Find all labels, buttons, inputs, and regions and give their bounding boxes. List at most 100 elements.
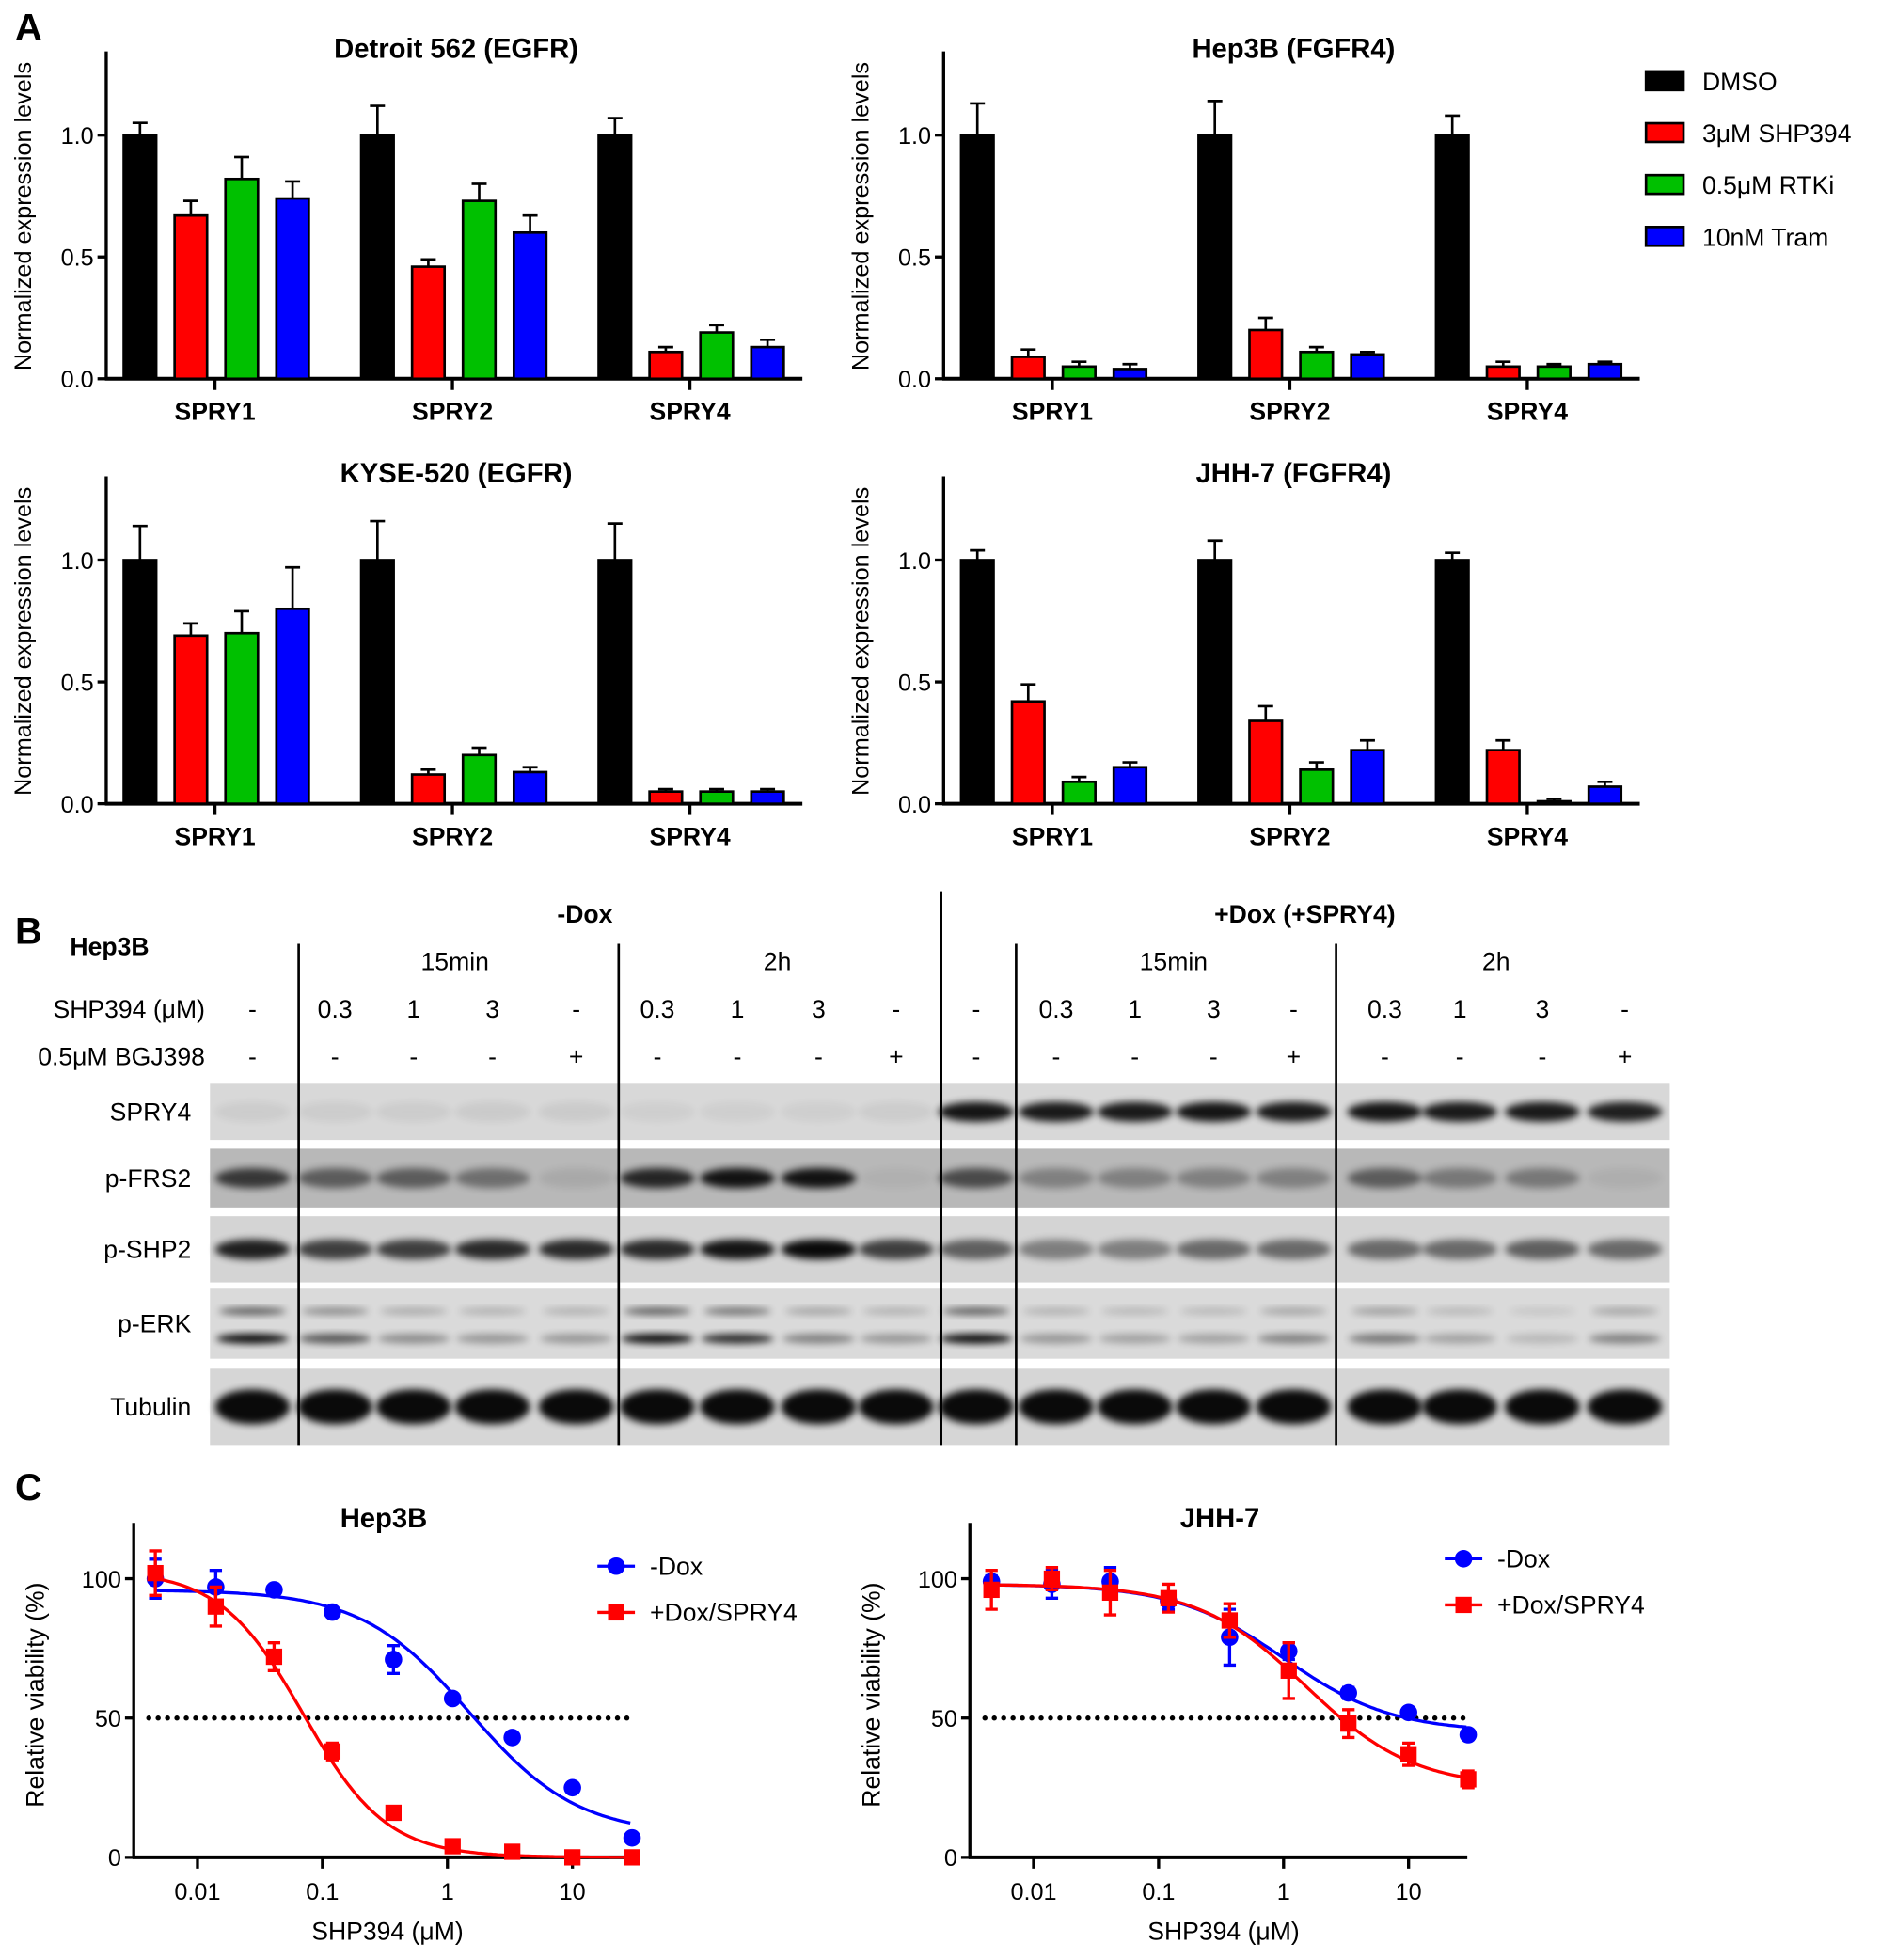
- x-tick-label: 0.1: [306, 1879, 339, 1905]
- y-tick-label: 0.5: [898, 245, 931, 272]
- band: [781, 1239, 857, 1260]
- bar: [1536, 365, 1572, 381]
- bar: [699, 331, 735, 381]
- chart-title: KYSE-520 (EGFR): [340, 459, 573, 489]
- band: [781, 1389, 857, 1425]
- bgj398-status: +: [1618, 1042, 1633, 1070]
- shp394-dose: -: [1289, 995, 1298, 1023]
- bar: [1197, 559, 1233, 805]
- bar: [1010, 700, 1046, 805]
- y-tick-label: 100: [918, 1567, 957, 1593]
- band: [379, 1307, 448, 1316]
- bar: [275, 197, 310, 381]
- band: [1426, 1307, 1494, 1316]
- y-tick-label: 1.0: [61, 548, 94, 575]
- category-label: SPRY1: [1012, 398, 1093, 426]
- band: [861, 1307, 930, 1316]
- data-point: [1280, 1662, 1297, 1679]
- band: [454, 1101, 530, 1122]
- shp394-dose: -: [972, 995, 980, 1023]
- category-label: SPRY4: [649, 398, 730, 426]
- bar: [959, 134, 995, 381]
- data-point: [503, 1729, 521, 1747]
- data-point: [983, 1581, 1000, 1599]
- shp394-dose: 1: [1128, 995, 1142, 1023]
- legend-marker: [1454, 1549, 1473, 1568]
- bar: [1197, 134, 1233, 381]
- cell-line-label: Hep3B: [70, 932, 149, 960]
- bgj398-status: -: [331, 1042, 340, 1070]
- band: [1505, 1168, 1580, 1189]
- x-tick-label: 0.01: [1010, 1879, 1056, 1905]
- dose-response-chart-5: 0 50 100 0.01 0.1 1 10 SHP394 (μM) Relative viab…: [858, 1504, 1645, 1946]
- band: [297, 1168, 373, 1189]
- bgj398-status: -: [488, 1042, 497, 1070]
- y-tick-label: 0.0: [898, 792, 931, 818]
- band: [940, 1334, 1013, 1344]
- y-tick-label: 0.5: [61, 245, 94, 272]
- bar: [1587, 785, 1623, 805]
- band: [297, 1389, 373, 1425]
- bar: [410, 773, 447, 805]
- chart-title: Hep3B (FGFR4): [1192, 34, 1395, 64]
- band: [538, 1168, 614, 1189]
- band: [215, 1334, 289, 1344]
- data-point: [324, 1743, 341, 1760]
- data-point: [147, 1564, 164, 1582]
- data-point: [385, 1804, 403, 1822]
- band: [1587, 1168, 1663, 1189]
- y-tick-label: 50: [931, 1706, 957, 1732]
- category-label: SPRY2: [412, 398, 493, 426]
- band: [1022, 1307, 1090, 1316]
- data-point: [1339, 1683, 1357, 1702]
- band: [1179, 1307, 1248, 1316]
- band: [1176, 1239, 1252, 1260]
- shp394-dose: -: [892, 995, 900, 1023]
- band: [1176, 1168, 1252, 1189]
- band: [621, 1334, 694, 1344]
- band: [458, 1307, 527, 1316]
- bar: [750, 790, 785, 805]
- y-tick-label: 1.0: [898, 548, 931, 575]
- band: [297, 1101, 373, 1122]
- band: [858, 1101, 934, 1122]
- band: [1256, 1239, 1332, 1260]
- category-label: SPRY1: [175, 822, 256, 850]
- band: [1097, 1389, 1173, 1425]
- data-point: [624, 1849, 640, 1866]
- y-axis-label: Normalized expression levels: [10, 62, 37, 371]
- bar: [1299, 768, 1335, 805]
- bar: [122, 134, 158, 381]
- y-tick-label: 50: [95, 1706, 121, 1732]
- legend-label: +Dox/SPRY4: [1497, 1591, 1645, 1620]
- bgj398-status: -: [1381, 1042, 1389, 1070]
- band: [1422, 1389, 1498, 1425]
- band: [376, 1239, 451, 1260]
- fit-curve: [154, 1576, 631, 1859]
- y-tick-label: 0.5: [61, 670, 94, 696]
- band: [1347, 1101, 1423, 1122]
- bar-chart-2: 0.0 0.5 1.0 Normalized expression levels KYS…: [10, 459, 803, 850]
- bgj398-status: +: [1287, 1042, 1302, 1070]
- band: [1505, 1389, 1580, 1425]
- band: [1256, 1101, 1332, 1122]
- band: [454, 1239, 530, 1260]
- shp394-dose: 3: [485, 995, 499, 1023]
- x-tick-label: 1: [1277, 1879, 1290, 1905]
- legend-label: 3μM SHP394: [1702, 119, 1852, 148]
- band: [1508, 1307, 1576, 1316]
- category-label: SPRY1: [175, 398, 256, 426]
- protein-label: SPRY4: [110, 1099, 192, 1127]
- band: [700, 1239, 775, 1260]
- bgj398-status: -: [1130, 1042, 1139, 1070]
- x-tick-label: 10: [1396, 1879, 1422, 1905]
- band: [301, 1307, 370, 1316]
- shp394-dose: 3: [812, 995, 826, 1023]
- bar: [1248, 328, 1284, 381]
- bar: [1112, 766, 1148, 805]
- data-point: [1340, 1715, 1357, 1732]
- category-label: SPRY4: [1487, 822, 1568, 850]
- band: [1347, 1168, 1423, 1189]
- bar: [1485, 365, 1521, 381]
- x-tick-label: 0.1: [1142, 1879, 1175, 1905]
